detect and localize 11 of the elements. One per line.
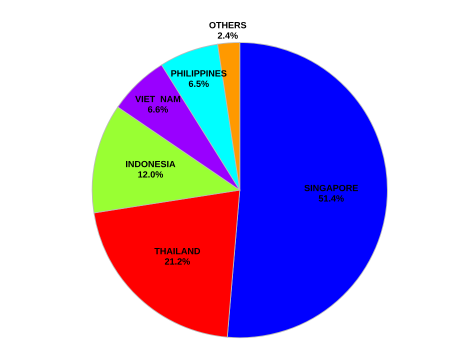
slice-label: SINGAPORE — [304, 184, 358, 192]
slice-label: THAILAND — [154, 248, 200, 254]
slice-label: INDONESIA — [126, 160, 176, 168]
data-label: 51.4% — [318, 195, 344, 202]
data-label: 21.2% — [164, 258, 190, 265]
slice-label: OTHERS — [209, 22, 246, 28]
data-label: 6.6% — [148, 106, 168, 113]
data-label: 6.5% — [188, 80, 209, 87]
data-label: 12.0% — [138, 171, 164, 178]
data-label: 2.4% — [218, 32, 238, 39]
slice-label: VIET NAM — [135, 96, 180, 102]
